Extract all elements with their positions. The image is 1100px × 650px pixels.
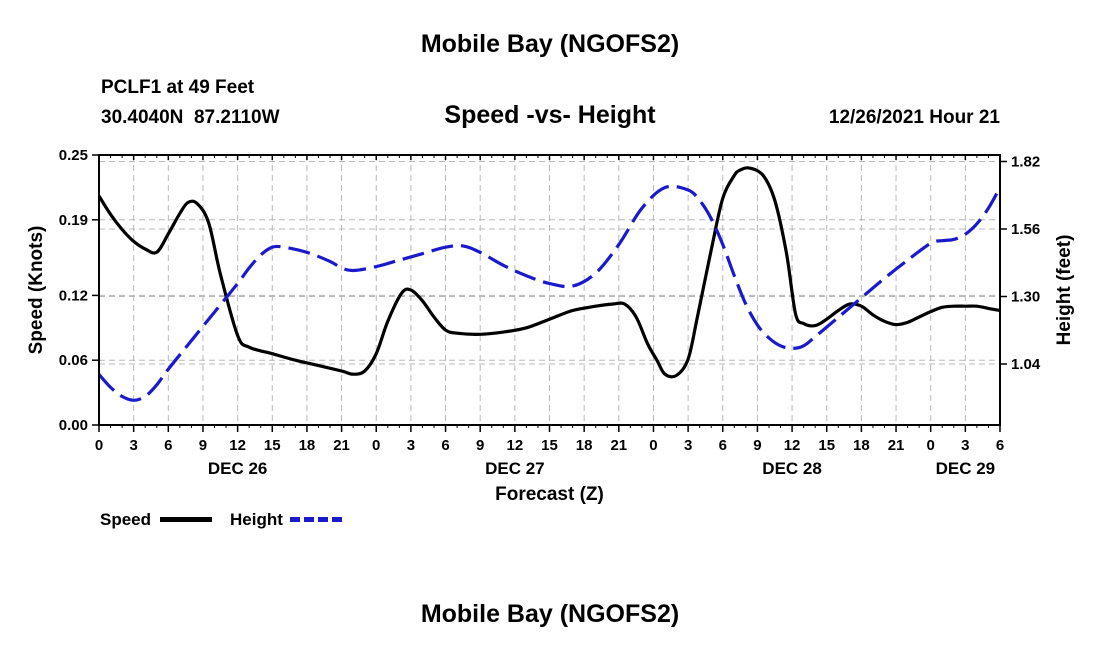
page-title: Mobile Bay (NGOFS2): [420, 30, 680, 58]
legend-speed-swatch: [160, 517, 212, 522]
x-day-label: DEC 27: [485, 459, 545, 478]
x-tick-label: 21: [333, 437, 350, 454]
y2-tick-label: 1.56: [1011, 221, 1040, 238]
series-layer: [97, 166, 1002, 402]
x-tick-label: 3: [684, 437, 692, 454]
x-tick-label: 6: [441, 437, 449, 454]
axis-layer: 0 3 6 9 12 15 18 21 0 3 6 9 12 15 18 21 0 3 6 9 12 15 18 21 0 3 6D…: [59, 147, 1041, 478]
y-tick-label: 0.06: [59, 352, 88, 369]
x-tick-label: 18: [299, 437, 316, 454]
footer-title: Mobile Bay (NGOFS2): [420, 600, 680, 628]
y-tick-label: 0.25: [59, 147, 88, 164]
x-day-label: DEC 29: [936, 459, 996, 478]
x-tick-label: 0: [927, 437, 935, 454]
y2-tick-label: 1.04: [1011, 356, 1041, 373]
series-line-speed: [97, 166, 1001, 379]
y-axis-label-right: Height (feet): [1054, 235, 1075, 346]
y2-tick-label: 1.30: [1011, 288, 1040, 305]
x-tick-label: 0: [95, 437, 103, 454]
forecast-run-time: 12/26/2021 Hour 21: [828, 107, 1000, 128]
x-tick-label: 12: [507, 437, 524, 454]
y2-tick-label: 1.82: [1011, 153, 1040, 170]
y-tick-label: 0.12: [59, 287, 88, 304]
x-day-label: DEC 28: [762, 459, 822, 478]
x-tick-label: 9: [199, 437, 207, 454]
x-tick-label: 6: [996, 437, 1004, 454]
x-tick-label: 15: [818, 437, 835, 454]
x-tick-label: 12: [229, 437, 246, 454]
x-tick-label: 3: [129, 437, 137, 454]
x-tick-label: 6: [719, 437, 727, 454]
x-tick-label: 6: [164, 437, 172, 454]
station-label: PCLF1 at 49 Feet: [101, 77, 255, 98]
x-tick-label: 12: [784, 437, 801, 454]
x-tick-label: 9: [753, 437, 761, 454]
x-tick-label: 0: [649, 437, 657, 454]
grid-layer: [99, 155, 1000, 425]
y-axis-label-left: Speed (Knots): [26, 226, 47, 355]
x-tick-label: 3: [961, 437, 969, 454]
x-tick-label: 21: [888, 437, 905, 454]
x-tick-label: 15: [541, 437, 558, 454]
legend-height-label: Height: [230, 510, 283, 529]
x-tick-label: 3: [407, 437, 415, 454]
x-tick-label: 18: [576, 437, 593, 454]
legend-speed-label: Speed: [100, 510, 152, 529]
x-tick-label: 9: [476, 437, 484, 454]
chart-subtitle: Speed -vs- Height: [444, 101, 656, 129]
y-tick-label: 0.00: [59, 417, 88, 434]
x-day-label: DEC 26: [208, 459, 268, 478]
legend-height-swatch: [290, 517, 342, 522]
x-tick-label: 0: [372, 437, 380, 454]
x-axis-label: Forecast (Z): [495, 484, 604, 505]
x-tick-label: 15: [264, 437, 281, 454]
station-coords: 30.4040N 87.2110W: [101, 107, 280, 128]
x-tick-label: 18: [853, 437, 870, 454]
x-tick-label: 21: [610, 437, 627, 454]
y-tick-label: 0.19: [59, 212, 88, 229]
